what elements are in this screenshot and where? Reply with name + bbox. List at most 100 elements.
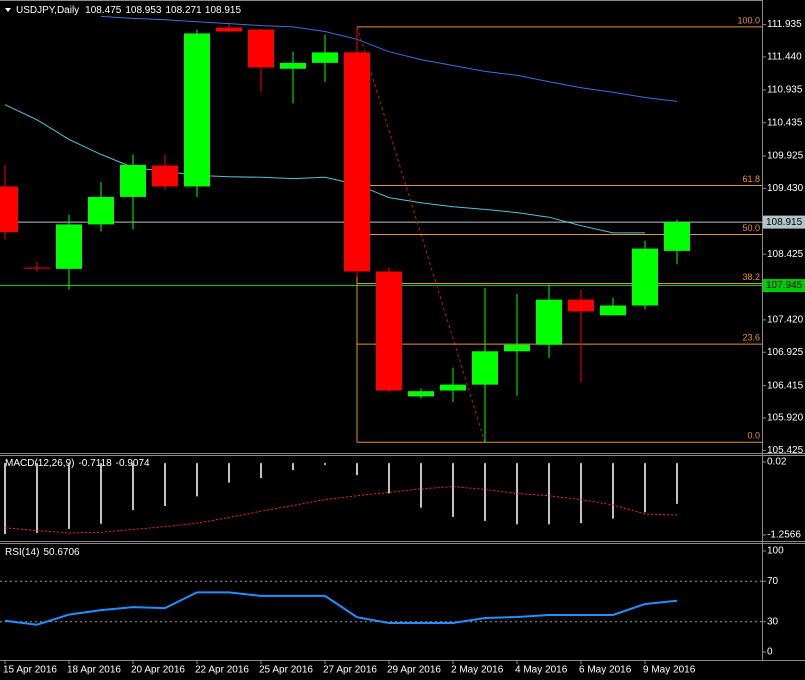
y-tick-label: 106.925 xyxy=(767,347,804,358)
y-tick-label: 110.935 xyxy=(767,85,803,96)
panel-borders xyxy=(0,0,805,661)
rsi-header: RSI(14) 50.6706 xyxy=(5,547,80,558)
macd-bar xyxy=(548,463,550,525)
macd-bar xyxy=(36,463,38,533)
candle-body xyxy=(0,186,18,233)
macd-bar xyxy=(420,463,422,508)
fib-level-label: 0.0 xyxy=(747,431,760,441)
macd-bar xyxy=(100,463,102,524)
rsi-line xyxy=(4,591,678,626)
x-tick-label: 4 May 2016 xyxy=(515,665,568,676)
close-value: 108.915 xyxy=(205,5,242,16)
price-label-box xyxy=(763,215,805,229)
y-tick-label: 0 xyxy=(767,647,773,658)
rsi-title: RSI(14) xyxy=(5,547,39,558)
fib-level-label: 50.0 xyxy=(742,223,760,233)
price-plot xyxy=(0,15,762,443)
macd-bar xyxy=(292,463,294,471)
high-value: 108.953 xyxy=(125,5,162,16)
candle-body xyxy=(88,196,114,225)
macd-bar xyxy=(612,463,614,519)
macd-title: MACD(12,26,9) xyxy=(5,458,74,469)
macd-plot xyxy=(4,463,678,535)
y-tick-label: 105.425 xyxy=(767,445,804,456)
y-tick-label: 70 xyxy=(767,576,779,587)
fib-level-label: 100.0 xyxy=(737,15,760,25)
macd-header: MACD(12,26,9) -0.7118 -0.9074 xyxy=(5,458,150,469)
macd-bar xyxy=(644,463,646,513)
candle-body xyxy=(120,164,146,197)
signal-line xyxy=(4,486,678,534)
y-tick-label: 109.925 xyxy=(767,151,804,162)
price-label: 108.915 xyxy=(766,217,803,228)
moving-average xyxy=(4,104,645,234)
y-tick-label: 107.420 xyxy=(767,315,804,326)
candle-body xyxy=(24,267,50,269)
candle-body xyxy=(472,351,498,385)
y-tick-label: -1.2566 xyxy=(767,530,801,541)
price-label: 107.945 xyxy=(766,280,803,291)
macd-bar xyxy=(68,463,70,529)
macd-bar xyxy=(196,463,198,497)
y-tick-label: 106.415 xyxy=(767,380,804,391)
x-tick-label: 15 Apr 2016 xyxy=(3,665,57,676)
macd-bar xyxy=(228,463,230,483)
fib-level-label: 61.8 xyxy=(742,174,760,184)
macd-bar xyxy=(452,463,454,517)
symbol: USDJPY,Daily xyxy=(16,5,79,16)
candle-body xyxy=(408,391,434,397)
candle-body xyxy=(568,299,594,312)
macd-bar xyxy=(4,463,6,535)
macd-bar xyxy=(676,463,678,504)
macd-bar xyxy=(324,463,326,465)
candle-body xyxy=(344,52,370,272)
macd-bar xyxy=(132,463,134,511)
candle-body xyxy=(56,224,82,269)
x-tick-label: 6 May 2016 xyxy=(579,665,632,676)
y-tick-label: 111.935 xyxy=(767,19,802,30)
macd-value: -0.7118 xyxy=(78,458,112,469)
y-tick-label: 108.425 xyxy=(767,249,804,260)
x-tick-label: 25 Apr 2016 xyxy=(259,665,313,676)
y-tick-label: 111.440 xyxy=(767,52,802,63)
price-header: USDJPY,Daily 108.475 108.953 108.271 108.915 xyxy=(16,5,241,16)
moving-average xyxy=(100,15,678,102)
macd-bar xyxy=(484,463,486,521)
candle-body xyxy=(440,384,466,391)
candle-body xyxy=(600,305,626,316)
candle-body xyxy=(248,29,274,68)
candle-body xyxy=(280,62,306,69)
macd-bar xyxy=(260,463,262,479)
candle-body xyxy=(504,344,530,352)
x-tick-label: 18 Apr 2016 xyxy=(67,665,121,676)
candle-body xyxy=(216,27,242,32)
y-tick-label: 30 xyxy=(767,616,779,627)
x-tick-label: 9 May 2016 xyxy=(643,665,696,676)
y-tick-label: 110.435 xyxy=(767,117,803,128)
macd-bar xyxy=(164,463,166,507)
macd-bar xyxy=(356,463,358,476)
candle-body xyxy=(632,248,658,306)
candle-body xyxy=(376,271,402,391)
signal-value: -0.9074 xyxy=(116,458,150,469)
candle-body xyxy=(536,299,562,345)
macd-bar xyxy=(388,463,390,494)
x-tick-label: 22 Apr 2016 xyxy=(195,665,249,676)
y-tick-label: 0.02 xyxy=(767,457,787,468)
y-tick-label: 109.430 xyxy=(767,183,804,194)
price-label-box xyxy=(763,279,805,293)
low-value: 108.271 xyxy=(165,5,202,16)
y-tick-label: 100 xyxy=(767,546,784,557)
x-tick-label: 27 Apr 2016 xyxy=(323,665,377,676)
open-value: 108.475 xyxy=(85,5,122,16)
macd-bar xyxy=(580,463,582,524)
fib-level-label: 38.2 xyxy=(742,272,760,282)
x-tick-label: 29 Apr 2016 xyxy=(387,665,441,676)
y-tick-label: 105.920 xyxy=(767,413,804,424)
menu-arrow[interactable] xyxy=(5,8,11,12)
rsi-value: 50.6706 xyxy=(43,547,80,558)
candle-body xyxy=(184,33,210,187)
candle-body xyxy=(312,52,338,63)
